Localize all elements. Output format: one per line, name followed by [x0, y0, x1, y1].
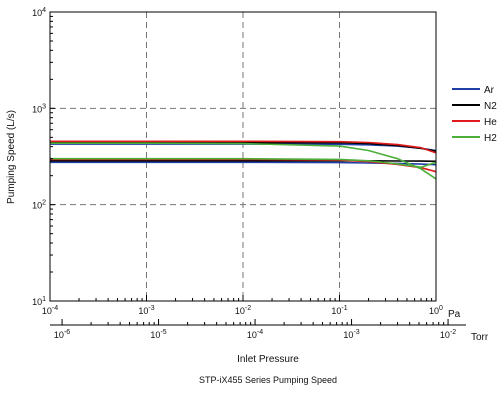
chart-title: STP-iX455 Series Pumping Speed	[199, 375, 337, 385]
torr-tick-label: 10-2	[440, 329, 456, 340]
pa-tick-label: 10-2	[235, 305, 251, 316]
torr-tick-label: 10-4	[247, 329, 263, 340]
legend: Ar N2 He H2	[452, 85, 497, 144]
torr-tick-label: 10-3	[343, 329, 359, 340]
pa-tick-label: 100	[429, 305, 443, 316]
x-axis-label: Inlet Pressure	[237, 354, 299, 365]
pa-tick-label: 10-4	[42, 305, 58, 316]
grid-lines	[50, 12, 436, 301]
torr-tick-label: 10-5	[150, 329, 166, 340]
x-unit-torr: Torr	[471, 332, 489, 343]
y-axis: 101 102 103 104	[32, 7, 55, 307]
series-lines	[50, 140, 437, 180]
series-line-h2-b	[50, 142, 437, 180]
legend-label-h2: H2	[484, 133, 497, 144]
legend-label-he: He	[484, 117, 497, 128]
torr-tick-label: 10-6	[54, 329, 70, 340]
pa-tick-label: 10-1	[331, 305, 347, 316]
legend-label-ar: Ar	[484, 85, 495, 96]
x-unit-pa: Pa	[448, 309, 461, 320]
series-line-ar-a	[50, 161, 437, 166]
pa-tick-label: 10-3	[138, 305, 154, 316]
y-tick-label: 104	[32, 7, 46, 18]
x-axis-pa: 10-4 10-3 10-2 10-1 100	[42, 295, 443, 316]
y-tick-label: 102	[32, 200, 46, 211]
series-line-he-a	[50, 140, 437, 154]
y-tick-label: 101	[32, 296, 46, 307]
y-axis-label: Pumping Speed (L/s)	[6, 110, 17, 204]
legend-label-n2: N2	[484, 101, 497, 112]
y-tick-label: 103	[32, 103, 46, 114]
x-axis-torr: 10-6 10-5 10-4 10-3 10-2	[50, 319, 466, 340]
